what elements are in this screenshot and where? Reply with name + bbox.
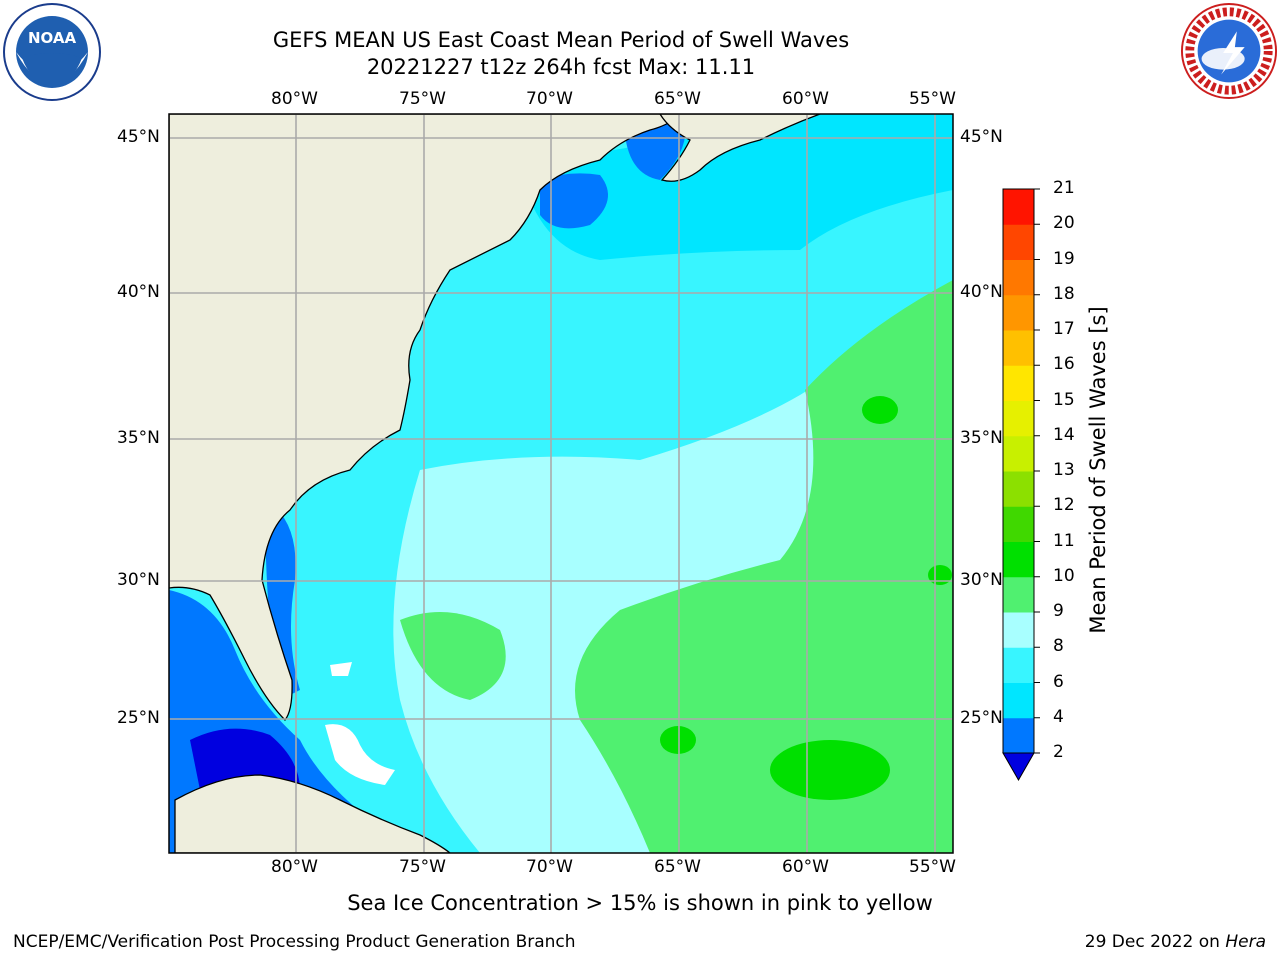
colorbar-band <box>1003 400 1034 437</box>
colorbar-tick-label: 11 <box>1053 530 1075 551</box>
lon-label-bottom: 70°W <box>526 857 573 877</box>
swell-zone-6-8s <box>520 114 953 260</box>
colorbar-band <box>1003 435 1034 472</box>
nova-scotia <box>659 114 821 182</box>
bahamas-banks <box>330 662 352 676</box>
colorbar-band <box>1003 294 1034 331</box>
nws-logo <box>1180 2 1278 100</box>
date-text: 29 Dec 2022 on <box>1084 932 1220 952</box>
lon-label-top: 65°W <box>654 89 701 109</box>
lat-label-right: 25°N <box>960 708 1003 728</box>
colorbar-extend-arrow <box>1002 752 1035 782</box>
lat-label-left: 45°N <box>117 127 160 147</box>
lon-label-top: 60°W <box>782 89 829 109</box>
colorbar-band <box>1003 330 1034 366</box>
swell-patch-10-11s <box>862 396 898 424</box>
colorbar-band <box>1003 506 1034 542</box>
noaa-logo-text: NOAA <box>28 29 77 47</box>
lon-label-top: 80°W <box>271 89 318 109</box>
lon-label-top: 75°W <box>399 89 446 109</box>
colorbar-band <box>1003 189 1034 225</box>
swell-zone-2-4s <box>540 173 608 229</box>
colorbar-band <box>1003 259 1034 296</box>
colorbar-band <box>1003 541 1034 578</box>
lat-label-left: 40°N <box>117 282 160 302</box>
map-plot-area <box>169 114 953 853</box>
date-line: 29 Dec 2022 on Hera <box>1085 932 1266 952</box>
lat-label-right: 35°N <box>960 428 1003 448</box>
cuba <box>174 774 452 853</box>
lat-label-left: 35°N <box>117 428 160 448</box>
colorbar-tick-label: 8 <box>1053 636 1064 657</box>
colorbar-tick-label: 13 <box>1053 460 1075 480</box>
colorbar-tick-label: 12 <box>1053 495 1075 516</box>
colorbar-tick-label: 15 <box>1053 389 1075 410</box>
noaa-logo: NOAA <box>3 3 101 101</box>
colorbar-tick-label: 4 <box>1053 706 1064 727</box>
lon-label-top: 55°W <box>909 89 956 109</box>
map-frame <box>168 113 954 854</box>
colorbar-band <box>1003 682 1034 719</box>
map-title: GEFS MEAN US East Coast Mean Period of S… <box>272 28 850 52</box>
credit-line: NCEP/EMC/Verification Post Processing Pr… <box>13 932 576 952</box>
colorbar-band <box>1003 647 1034 683</box>
lat-label-right: 30°N <box>960 570 1003 590</box>
colorbar-title: Mean Period of Swell Waves [s] <box>1086 306 1110 634</box>
swell-patch-10-11s <box>928 565 952 585</box>
colorbar-band <box>1003 612 1034 648</box>
colorbar <box>1002 188 1040 782</box>
lat-label-left: 30°N <box>117 570 160 590</box>
colorbar-band <box>1003 224 1034 260</box>
swell-patch-9-10s <box>400 612 506 700</box>
colorbar-band <box>1003 717 1034 754</box>
lon-label-bottom: 65°W <box>654 857 701 877</box>
lat-label-right: 45°N <box>960 127 1003 147</box>
colorbar-tick-label: 20 <box>1053 213 1075 234</box>
lat-label-left: 25°N <box>117 708 160 728</box>
graticule <box>169 114 953 853</box>
colorbar-tick-label: 9 <box>1053 601 1064 621</box>
sea-ice-note: Sea Ice Concentration > 15% is shown in … <box>347 891 933 915</box>
colorbar-tick-label: 2 <box>1053 742 1064 762</box>
colorbar-tick-label: 17 <box>1053 319 1075 339</box>
colorbar-band <box>1003 365 1034 401</box>
colorbar-tick-label: 14 <box>1053 424 1075 445</box>
colorbar-band <box>1003 471 1034 507</box>
colorbar-tick-label: 18 <box>1053 283 1075 304</box>
date-host: Hera <box>1225 932 1266 952</box>
lat-label-right: 40°N <box>960 282 1003 302</box>
map-subtitle: 20221227 t12z 264h fcst Max: 11.11 <box>366 55 756 79</box>
swell-zone-2-4s <box>625 120 686 180</box>
lon-label-bottom: 55°W <box>909 857 956 877</box>
lon-label-top: 70°W <box>526 89 573 109</box>
colorbar-band <box>1003 576 1034 613</box>
colorbar-tick-label: 6 <box>1053 671 1064 692</box>
colorbar-tick-label: 19 <box>1053 248 1075 269</box>
swell-patch-10-11s <box>660 726 696 754</box>
lon-label-bottom: 75°W <box>399 857 446 877</box>
colorbar-tick-label: 16 <box>1053 354 1075 375</box>
lon-label-bottom: 80°W <box>271 857 318 877</box>
swell-zone-9-10s <box>575 280 953 853</box>
lon-label-bottom: 60°W <box>782 857 829 877</box>
colorbar-tick-label: 10 <box>1053 565 1075 586</box>
bahamas-banks <box>325 724 395 785</box>
colorbar-tick-label: 21 <box>1053 178 1075 198</box>
swell-patch-10-11s <box>770 740 890 800</box>
